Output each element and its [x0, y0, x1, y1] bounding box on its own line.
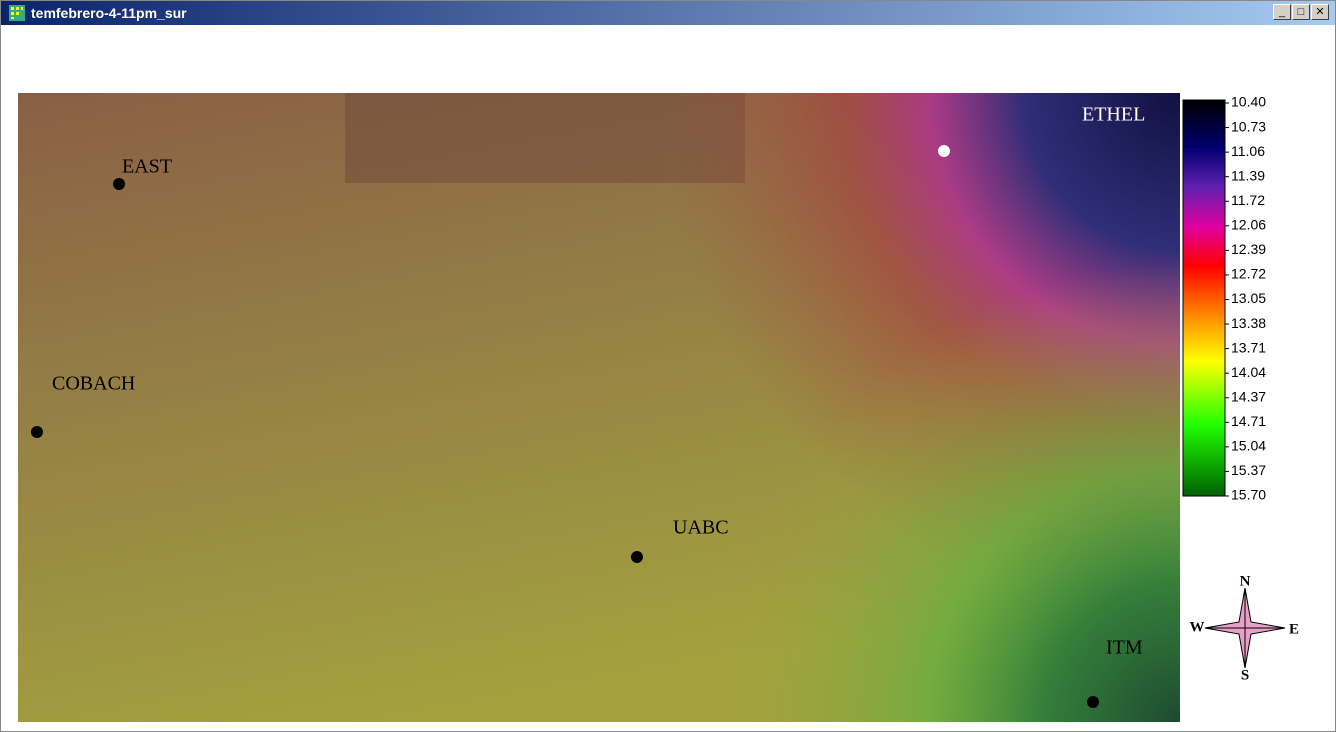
legend-label: 12.39	[1231, 241, 1266, 257]
maximize-button[interactable]: □	[1292, 4, 1310, 20]
color-bar	[1182, 99, 1226, 497]
title-bar: temfebrero-4-11pm_sur _ □ ✕	[1, 1, 1335, 25]
compass-letter: W	[1190, 619, 1205, 635]
legend-label: 14.71	[1231, 413, 1266, 429]
station-marker	[938, 145, 950, 157]
legend-label: 10.73	[1231, 118, 1266, 134]
station-marker	[631, 551, 643, 563]
legend-label: 11.39	[1231, 167, 1265, 183]
legend-label: 11.06	[1231, 143, 1265, 159]
legend-label: 13.05	[1231, 290, 1266, 306]
legend-label: 12.72	[1231, 266, 1266, 282]
legend-label: 13.71	[1231, 339, 1266, 355]
legend-label: 10.40	[1231, 94, 1266, 110]
station-marker	[113, 178, 125, 190]
compass-letter: N	[1240, 573, 1251, 589]
close-button[interactable]: ✕	[1311, 4, 1329, 20]
cool-region	[18, 93, 1180, 722]
window-title: temfebrero-4-11pm_sur	[31, 5, 187, 21]
legend-label: 15.04	[1231, 438, 1266, 454]
station-marker	[31, 426, 43, 438]
station-label: ETHEL	[1082, 104, 1145, 126]
station-label: UABC	[673, 517, 729, 539]
app-icon	[9, 5, 25, 21]
legend-label: 15.70	[1231, 487, 1266, 503]
legend-label: 12.06	[1231, 217, 1266, 233]
compass-rose	[1204, 587, 1286, 669]
legend-label: 15.37	[1231, 462, 1266, 478]
legend-label: 13.38	[1231, 315, 1266, 331]
legend-label: 11.72	[1231, 192, 1265, 208]
station-label: COBACH	[52, 373, 135, 395]
station-label: ITM	[1106, 637, 1143, 659]
station-label: EAST	[122, 156, 172, 178]
legend-label: 14.04	[1231, 364, 1266, 380]
legend-label: 14.37	[1231, 388, 1266, 404]
minimize-button[interactable]: _	[1273, 4, 1291, 20]
compass-letter: S	[1241, 667, 1249, 683]
compass-letter: E	[1289, 621, 1299, 637]
station-marker	[1087, 696, 1099, 708]
